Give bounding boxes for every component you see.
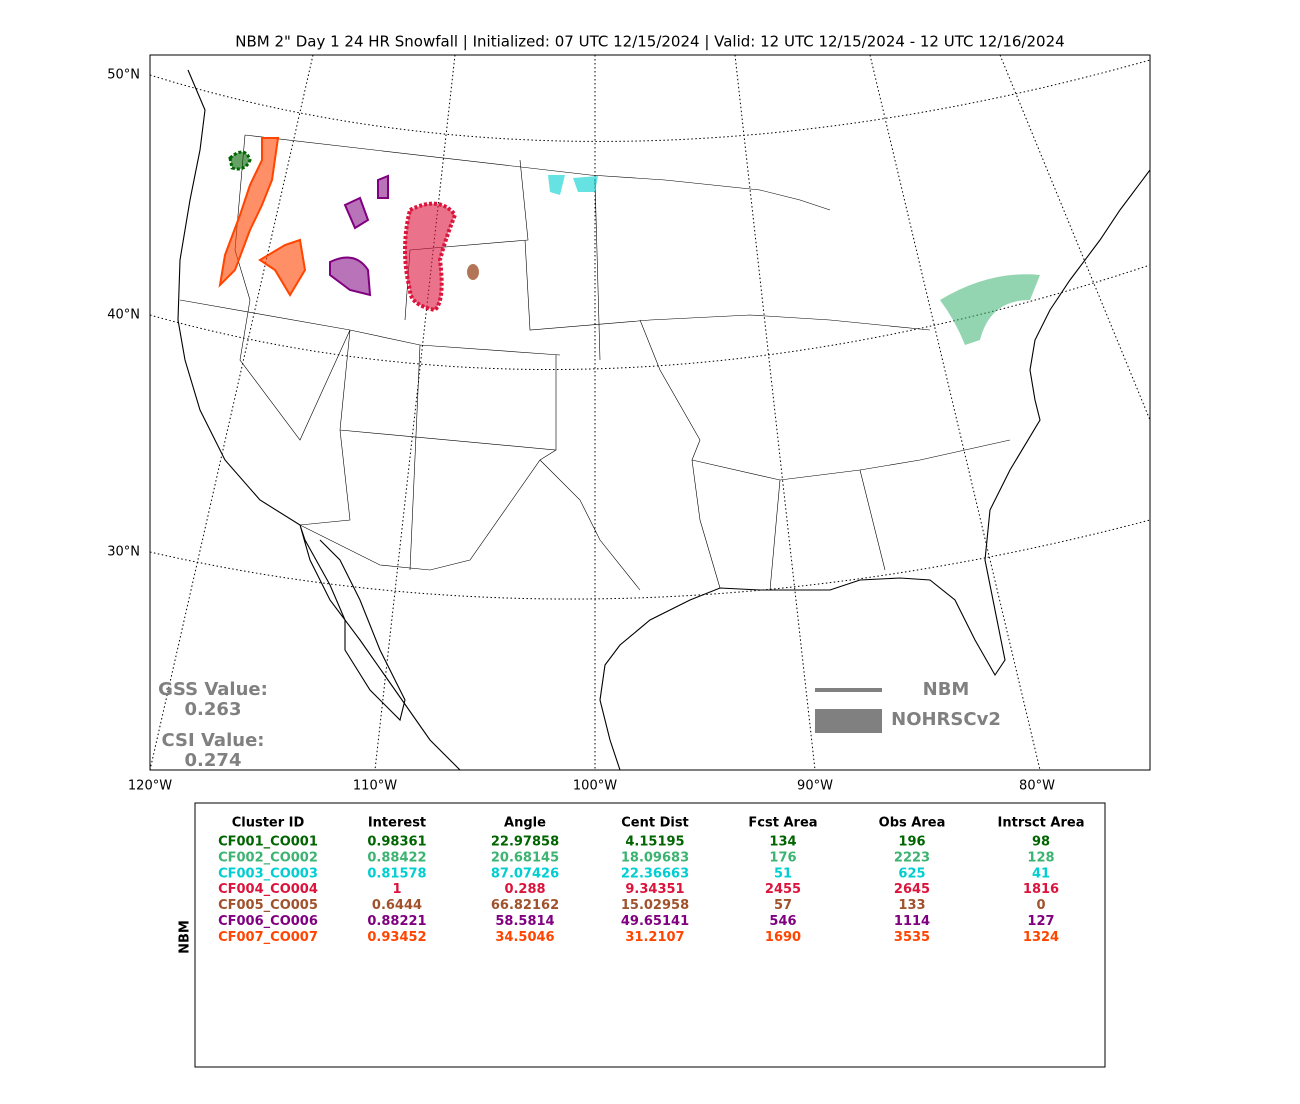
table-cell: 0.6444	[372, 898, 422, 913]
cluster-shape	[940, 274, 1040, 345]
table-cell: 1	[392, 882, 401, 897]
borders	[179, 134, 1011, 591]
table-cell: 0	[1036, 898, 1045, 913]
table-cell: CF006_CO006	[218, 914, 318, 929]
clusters	[218, 137, 1040, 345]
table-cell: 2455	[765, 882, 801, 897]
map-frame	[149, 54, 1151, 771]
table-cell: CF005_CO005	[218, 898, 318, 913]
table-cell: 1690	[765, 930, 801, 945]
table-cell: 49.65141	[621, 914, 689, 929]
column-header: Cluster ID	[232, 816, 305, 831]
table-cell: 2645	[894, 882, 930, 897]
table-cell: 546	[769, 914, 796, 929]
table-cell: 127	[1027, 914, 1054, 929]
coastline	[177, 69, 1150, 770]
lat-label: 30°N	[107, 545, 140, 560]
table-cell: 58.5814	[495, 914, 554, 929]
table-cell: 128	[1027, 850, 1054, 865]
column-header: Interest	[368, 816, 426, 831]
legend-label: NBM	[923, 679, 970, 700]
gss-value: 0.263	[185, 699, 242, 720]
table-cell: CF007_CO007	[218, 930, 318, 945]
legend: NBM NOHRSCv2	[815, 679, 1001, 733]
cluster-shape	[548, 175, 598, 195]
table-cell: 31.2107	[625, 930, 684, 945]
csi-label: CSI Value:	[162, 730, 265, 751]
title: NBM 2" Day 1 24 HR Snowfall | Initialize…	[235, 33, 1064, 51]
table-cell: 2223	[894, 850, 930, 865]
table-cell: 0.98361	[367, 835, 426, 850]
cluster-shape	[403, 201, 458, 313]
table: NBM Cluster ID Interest Angle Cent Dist Fcst…	[178, 802, 1106, 1068]
lon-label: 100°W	[573, 779, 617, 794]
csi-value: 0.274	[185, 750, 242, 771]
table-cell: 625	[898, 866, 925, 881]
graticule	[869, 55, 1041, 770]
table-cell: 20.68145	[491, 850, 559, 865]
lon-label: 80°W	[1019, 779, 1055, 794]
column-header: Intrsct Area	[998, 816, 1085, 831]
table-cell: 0.288	[504, 882, 545, 897]
column-header: Fcst Area	[748, 816, 817, 831]
table-cell: 41	[1032, 866, 1050, 881]
table-cell: 196	[898, 835, 925, 850]
table-cell: CF003_CO003	[218, 866, 318, 881]
table-cell: 0.93452	[367, 930, 426, 945]
table-cell: 22.97858	[491, 835, 559, 850]
graticule	[150, 59, 1150, 142]
table-cell: 18.09683	[621, 850, 689, 865]
cluster-shape	[228, 150, 252, 171]
legend-patch	[815, 709, 882, 733]
table-cell: 15.02958	[621, 898, 689, 913]
table-cell: 0.81578	[367, 866, 426, 881]
table-side-label: NBM	[178, 920, 193, 954]
table-cell: 87.07426	[491, 866, 559, 881]
table-cell: 9.34351	[625, 882, 684, 897]
table-cell: CF002_CO002	[218, 850, 318, 865]
gss-label: GSS Value:	[158, 679, 268, 700]
cluster-shape	[218, 137, 307, 297]
table-cell: 3535	[894, 930, 930, 945]
graticule	[150, 519, 1150, 600]
cluster-shape	[329, 174, 389, 297]
column-header: Angle	[504, 816, 546, 831]
table-cell: 134	[769, 835, 796, 850]
legend-label: NOHRSCv2	[891, 709, 1001, 730]
lon-label: 120°W	[128, 779, 172, 794]
table-cell: 66.82162	[491, 898, 559, 913]
column-header: Cent Dist	[621, 816, 689, 831]
lon-label: 110°W	[353, 779, 397, 794]
graticule	[150, 264, 1150, 371]
table-cell: 0.88422	[367, 850, 426, 865]
column-header: Obs Area	[879, 816, 946, 831]
table-cell: 57	[774, 898, 792, 913]
lat-label: 50°N	[107, 68, 140, 83]
table-cell: 176	[769, 850, 796, 865]
graticule	[999, 55, 1150, 421]
table-cell: 34.5046	[495, 930, 554, 945]
table-cell: 98	[1032, 835, 1050, 850]
table-cell: 22.36663	[621, 866, 689, 881]
table-cell: 1324	[1023, 930, 1059, 945]
table-cell: 0.88221	[367, 914, 426, 929]
table-cell: 1114	[894, 914, 930, 929]
graticule	[374, 55, 456, 770]
table-cell: 1816	[1023, 882, 1059, 897]
graticule	[734, 55, 816, 770]
table-frame	[194, 802, 1106, 1068]
lon-label: 90°W	[797, 779, 833, 794]
map: 50°N 40°N 30°N 120°W 110°W 100°W 90°W 80…	[107, 54, 1151, 794]
table-cell: 4.15195	[625, 835, 684, 850]
lat-label: 40°N	[107, 308, 140, 323]
cluster-shape	[467, 264, 479, 280]
table-cell: 133	[898, 898, 925, 913]
table-cell: 51	[774, 866, 792, 881]
table-cell: CF004_CO004	[218, 882, 318, 897]
table-cell: CF001_CO001	[218, 835, 318, 850]
